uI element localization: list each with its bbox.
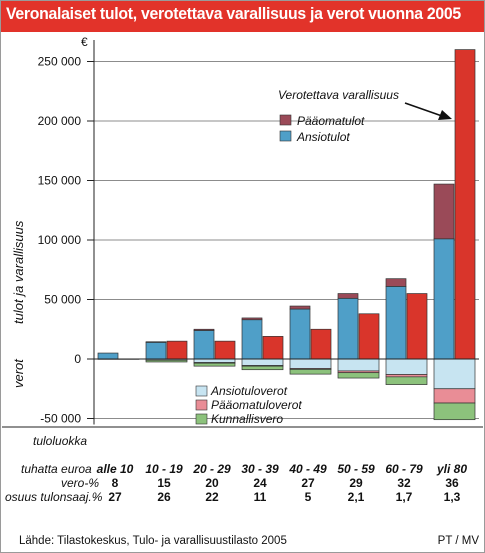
legend-lower: Ansiotuloverot Pääomatuloverot Kunnallis…	[195, 384, 302, 426]
bar-verotettava-varallisuus	[262, 336, 284, 360]
category-label: yli 80	[436, 462, 467, 476]
bar-ansiotulot	[385, 286, 407, 360]
bar-kunnallisvero	[145, 359, 188, 363]
bar-ansiotulot	[337, 297, 359, 360]
category-label: alle 10	[97, 462, 134, 476]
bar-ansiotuloverot	[433, 358, 476, 390]
osuus-pct-cell: 27	[108, 490, 122, 504]
bar-paaomatulot	[337, 293, 359, 299]
y-axis-label-taxes: verot	[11, 358, 26, 388]
bar-paaomatulot	[433, 183, 455, 240]
y-axis-label-income: tulot ja varallisuus	[11, 220, 26, 324]
chart-title: Veronalaiset tulot, verotettava varallis…	[6, 4, 461, 23]
osuus-pct-cell: 1,7	[396, 490, 413, 504]
row-label-tuhatta-euroa: tuhatta euroa	[21, 462, 92, 476]
vero-pct-cell: 29	[349, 476, 363, 490]
bar-verotettava-varallisuus	[166, 340, 188, 360]
legend-swatch-paaomatulot	[279, 114, 292, 126]
bar-verotettava-varallisuus	[310, 328, 332, 360]
y-tick-label: 50 000	[44, 293, 81, 307]
row-label-tuloluokka: tuloluokka	[33, 434, 87, 448]
legend-label-ansiotulot: Ansiotulot	[296, 130, 350, 144]
legend-swatch-ansiotulot	[279, 130, 292, 142]
y-tick-label: -50 000	[40, 412, 81, 426]
osuus-pct-cell: 22	[205, 490, 219, 504]
legend-label-paaomatulot: Pääomatulot	[297, 114, 365, 128]
y-tick-label: 0	[74, 352, 81, 366]
row-label-vero: vero-%	[61, 476, 99, 490]
category-label: 60 - 79	[385, 462, 423, 476]
osuus-pct-cell: 2,1	[348, 490, 365, 504]
bar-ansiotuloverot	[385, 358, 428, 375]
annotation-label: Verotettava varallisuus	[278, 88, 399, 102]
annotation-arrow-line	[404, 102, 443, 117]
chart-svg: -50 000 0 50 000 100 000 150 000 200 000 250 0…	[2, 35, 483, 547]
bar-paaomatuloverot	[385, 374, 428, 378]
osuus-pct-cell: 1,3	[444, 490, 461, 504]
bar-kunnallisvero	[337, 372, 380, 379]
legend-swatch-paaomatuloverot	[195, 399, 208, 411]
bars	[97, 49, 476, 421]
legend-label-ansiotuloverot: Ansiotuloverot	[210, 384, 288, 398]
bar-paaomatulot	[241, 317, 263, 321]
bar-ansiotulot	[241, 319, 263, 360]
osuus-pct-cell: 11	[254, 490, 267, 504]
vero-pct-cell: 24	[253, 476, 267, 490]
vero-pct-cell: 32	[397, 476, 411, 490]
legend-swatch-ansiotuloverot	[195, 385, 208, 397]
source-note: Lähde: Tilastokeskus, Tulo- ja varallisu…	[19, 535, 287, 547]
bar-paaomatulot	[289, 305, 311, 310]
category-label: 40 - 49	[288, 462, 327, 476]
vero-pct-cell: 15	[157, 476, 171, 490]
legend-label-kunnallisvero: Kunnallisvero	[211, 412, 283, 426]
bar-ansiotuloverot	[193, 358, 236, 363]
y-tick-label: 150 000	[38, 174, 82, 188]
osuus-pct-cell: 5	[305, 490, 312, 504]
vero-pct-cell: 27	[301, 476, 315, 490]
osuus-pct-cell: 26	[157, 490, 171, 504]
bar-paaomatuloverot	[433, 388, 476, 404]
y-tick-label: 200 000	[38, 114, 82, 128]
category-label: 20 - 29	[192, 462, 231, 476]
bar-ansiotuloverot	[241, 358, 284, 366]
bar-ansiotuloverot	[337, 358, 380, 372]
bar-verotettava-varallisuus	[406, 293, 428, 360]
bar-kunnallisvero	[193, 362, 236, 367]
bar-ansiotulot	[193, 330, 215, 360]
bar-kunnallisvero	[241, 365, 284, 371]
y-unit-label: €	[81, 35, 88, 49]
legend-swatch-kunnallisvero	[195, 413, 208, 425]
bar-verotettava-varallisuus	[214, 340, 236, 360]
y-tick-label: 100 000	[38, 233, 82, 247]
category-label: 10 - 19	[145, 462, 183, 476]
legend-upper: Pääomatulot Ansiotulot	[279, 114, 365, 144]
bar-paaomatulot	[145, 341, 167, 343]
credit: PT / MV	[438, 535, 480, 547]
bar-kunnallisvero	[433, 402, 476, 421]
bar-ansiotulot	[145, 341, 167, 360]
annotation-arrowhead	[438, 110, 452, 120]
y-axis-ticks: -50 000 0 50 000 100 000 150 000 200 000 250 0…	[38, 40, 95, 426]
category-label: 30 - 39	[241, 462, 279, 476]
title-bar: Veronalaiset tulot, verotettava varallis…	[1, 1, 484, 32]
bar-ansiotulot	[433, 238, 455, 360]
bar-paaomatulot	[193, 328, 215, 331]
bar-paaomatulot	[385, 278, 407, 287]
y-tick-label: 250 000	[38, 55, 82, 69]
vero-pct-cell: 36	[445, 476, 459, 490]
legend-label-paaomatuloverot: Pääomatuloverot	[211, 398, 302, 412]
bar-ansiotulot	[289, 308, 311, 360]
row-label-osuus: osuus tulonsaaj.%	[5, 490, 103, 504]
bar-verotettava-varallisuus	[358, 313, 380, 360]
bar-kunnallisvero	[289, 369, 332, 375]
bar-ansiotuloverot	[289, 358, 332, 369]
category-label: 50 - 59	[337, 462, 375, 476]
vero-pct-cell: 20	[205, 476, 219, 490]
vero-pct-cell: 8	[112, 476, 119, 490]
bar-verotettava-varallisuus	[454, 49, 476, 360]
bar-kunnallisvero	[385, 376, 428, 385]
bar-ansiotulot	[97, 352, 119, 360]
